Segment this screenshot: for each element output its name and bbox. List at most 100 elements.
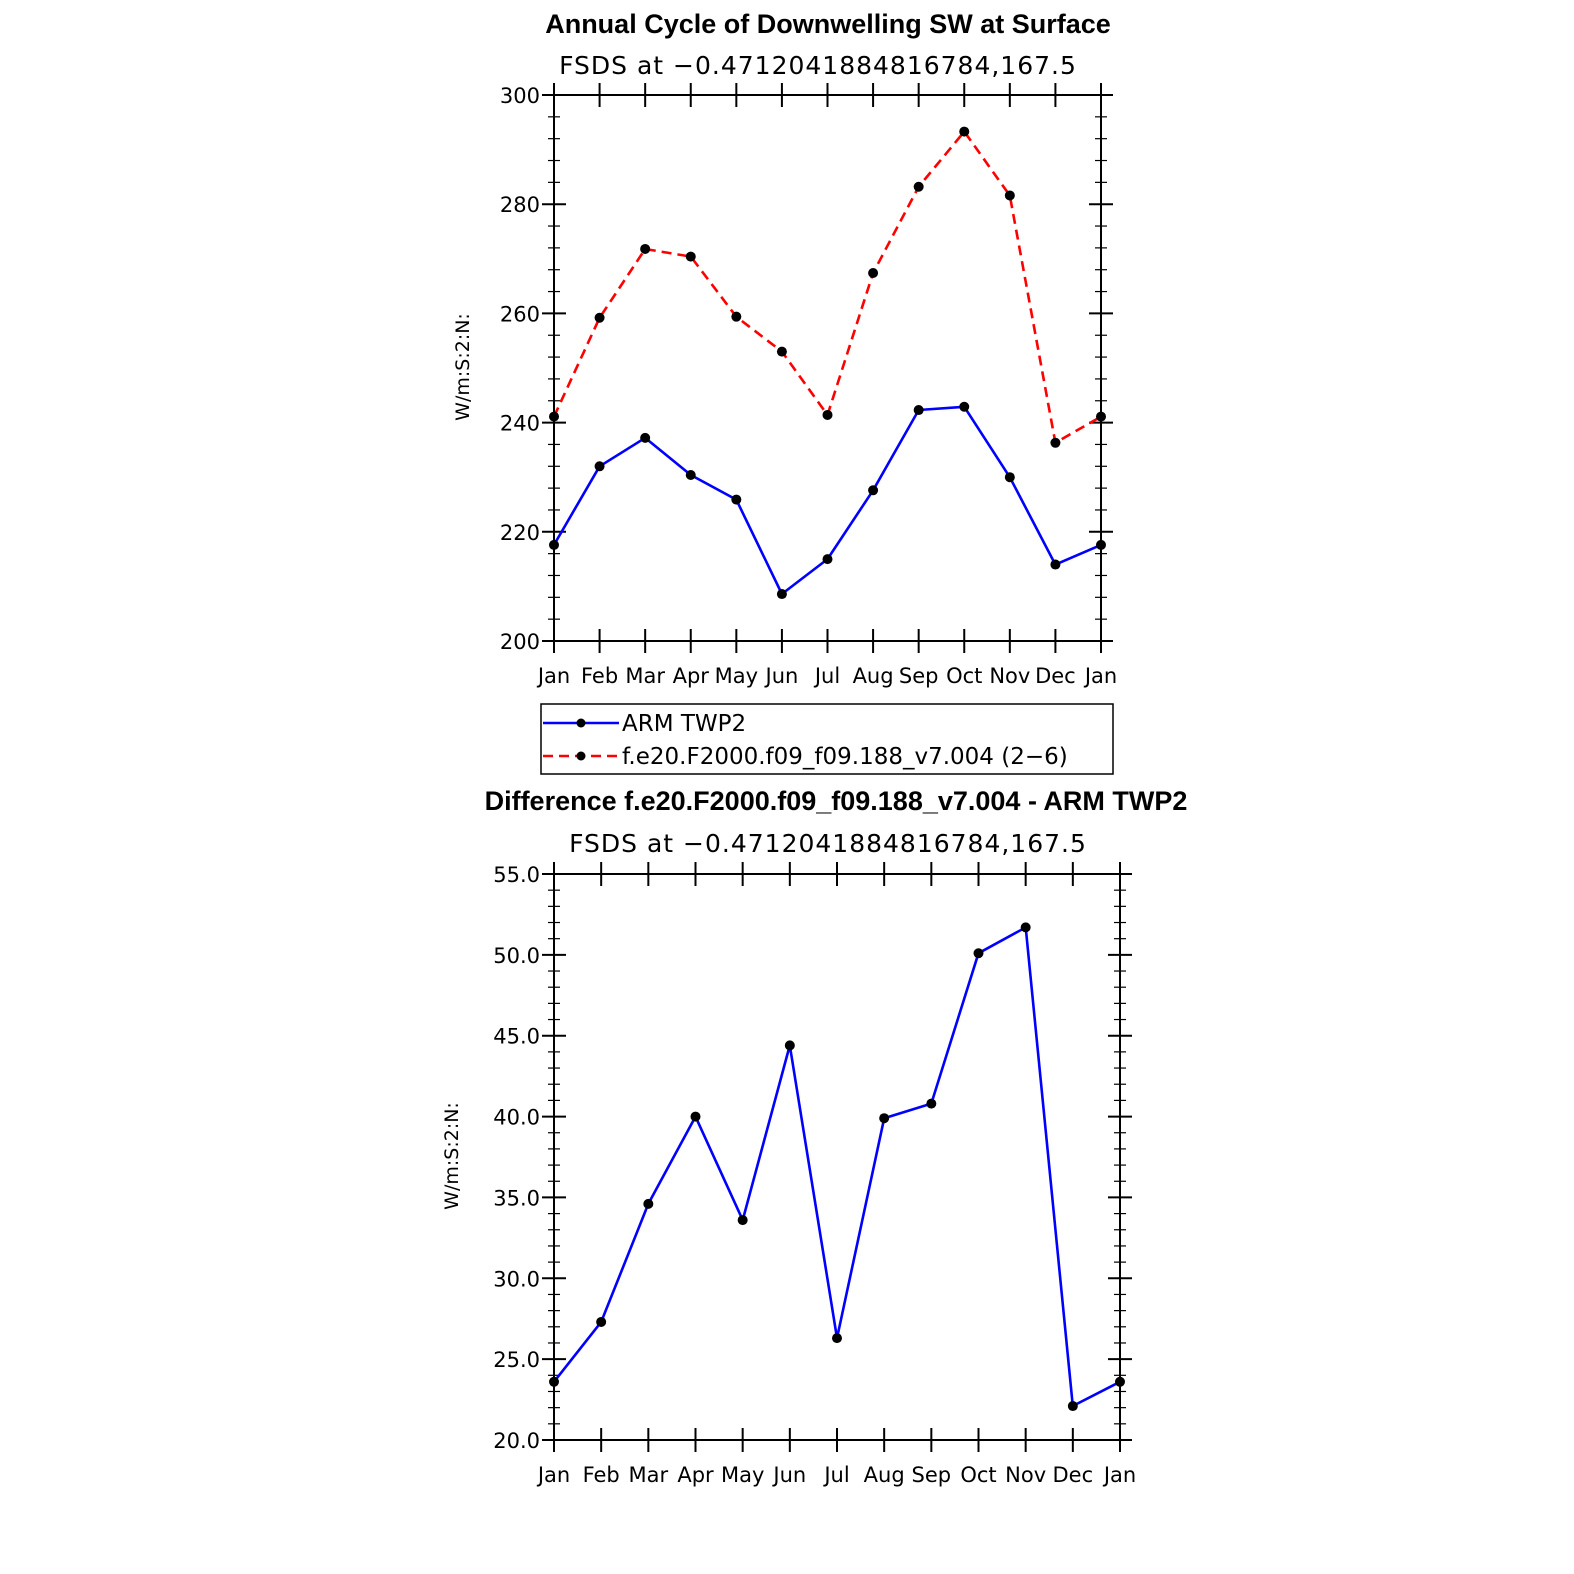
chart2-frame xyxy=(553,873,1121,1441)
y-tick-label: 25.0 xyxy=(493,1348,540,1372)
chart1-series-line-0 xyxy=(552,405,1102,596)
chart1-point xyxy=(685,251,696,262)
x-tick-label: Mar xyxy=(629,1463,669,1487)
chart1-point xyxy=(1004,190,1015,201)
y-tick-label: 55.0 xyxy=(493,863,540,887)
x-tick-label: Jan xyxy=(1102,1463,1136,1487)
chart1-subtitle: FSDS at −0.4712041884816784,167.5 xyxy=(559,51,1077,80)
x-tick-label: Jun xyxy=(771,1463,806,1487)
y-tick-label: 300 xyxy=(500,84,540,108)
annual-cycle-chart: Annual Cycle of Downwelling SW at Surfac… xyxy=(452,9,1117,688)
x-tick-label: Oct xyxy=(946,664,982,688)
chart1-point xyxy=(959,126,970,137)
chart1-point xyxy=(1096,411,1106,422)
y-tick-label: 50.0 xyxy=(493,944,540,968)
chart2-series xyxy=(549,922,1125,1412)
chart1-point xyxy=(868,485,879,496)
chart2-point xyxy=(737,1215,748,1226)
chart1-point xyxy=(913,405,924,416)
chart2-subtitle: FSDS at −0.4712041884816784,167.5 xyxy=(569,829,1087,858)
chart1-point xyxy=(1050,437,1061,448)
chart1-point xyxy=(549,539,559,550)
legend-box xyxy=(540,703,1114,775)
chart2-point xyxy=(879,1113,890,1124)
chart1-point xyxy=(822,554,833,565)
x-tick-label: Aug xyxy=(864,1463,905,1487)
chart1-point xyxy=(640,243,651,254)
chart1-axes: 200 220 240 260 280 300 Jan Feb Mar Apr May Jun Jul A… xyxy=(500,83,1117,688)
chart1-point xyxy=(594,461,605,472)
x-tick-label: May xyxy=(715,664,758,688)
y-tick-label: 30.0 xyxy=(493,1267,540,1291)
x-tick-label: Dec xyxy=(1053,1463,1094,1487)
x-tick-label: Feb xyxy=(583,1463,620,1487)
legend: ARM TWP2 f.e20.F2000.f09_f09.188_v7.004 … xyxy=(540,703,1114,775)
chart1-point xyxy=(959,401,970,412)
chart1-point xyxy=(549,411,559,422)
chart1-point xyxy=(776,346,787,357)
x-tick-label: May xyxy=(721,1463,764,1487)
chart2-point xyxy=(643,1198,654,1209)
x-tick-label: Jan xyxy=(536,1463,570,1487)
chart2-ylabel: W/m:S:2:N: xyxy=(441,1102,463,1210)
chart1-point xyxy=(640,432,651,443)
legend-label-arm: ARM TWP2 xyxy=(622,711,746,737)
x-tick-label: Dec xyxy=(1035,664,1076,688)
chart2-point xyxy=(1020,922,1031,933)
x-tick-label: Sep xyxy=(899,664,939,688)
chart1-point xyxy=(685,470,696,481)
chart2-point xyxy=(973,948,984,959)
x-tick-label: Oct xyxy=(960,1463,996,1487)
y-tick-label: 40.0 xyxy=(493,1106,540,1130)
x-tick-label: Apr xyxy=(677,1463,714,1487)
y-tick-label: 45.0 xyxy=(493,1025,540,1049)
x-tick-label: Nov xyxy=(989,664,1030,688)
chart2-point xyxy=(926,1098,937,1109)
chart2-point xyxy=(690,1111,701,1122)
y-tick-label: 240 xyxy=(500,412,540,436)
chart2-point xyxy=(549,1376,559,1387)
difference-chart: Difference f.e20.F2000.f09_f09.188_v7.00… xyxy=(441,786,1187,1487)
x-tick-label: Jan xyxy=(536,664,570,688)
x-tick-label: Nov xyxy=(1005,1463,1046,1487)
x-tick-label: Jul xyxy=(822,1463,849,1487)
chart2-title: Difference f.e20.F2000.f09_f09.188_v7.00… xyxy=(485,786,1188,816)
chart1-title: Annual Cycle of Downwelling SW at Surfac… xyxy=(545,9,1111,39)
legend-marker-arm xyxy=(576,718,586,728)
chart1-series xyxy=(549,126,1106,600)
chart2-point xyxy=(784,1040,795,1051)
chart1-point xyxy=(1004,472,1015,483)
legend-label-model: f.e20.F2000.f09_f09.188_v7.004 (2−6) xyxy=(622,744,1068,770)
chart1-point xyxy=(913,181,924,192)
chart2-point xyxy=(596,1316,607,1327)
chart2-axes: 20.0 25.0 30.0 35.0 40.0 45.0 50.0 55.0 Jan Feb Ma… xyxy=(493,862,1136,1487)
x-tick-label: Sep xyxy=(912,1463,952,1487)
chart1-point xyxy=(731,311,742,322)
chart2-point xyxy=(1067,1401,1078,1412)
chart1-point xyxy=(868,267,879,278)
x-tick-label: Aug xyxy=(853,664,894,688)
x-tick-label: Jul xyxy=(813,664,840,688)
y-tick-label: 200 xyxy=(500,630,540,654)
chart1-point xyxy=(1096,539,1106,550)
chart1-point xyxy=(1050,559,1061,570)
chart1-ylabel: W/m:S:2:N: xyxy=(452,313,474,421)
y-tick-label: 220 xyxy=(500,521,540,545)
x-tick-label: Mar xyxy=(625,664,665,688)
chart1-series-line-1 xyxy=(552,130,1102,445)
x-tick-label: Jan xyxy=(1083,664,1117,688)
legend-marker-model xyxy=(576,751,586,761)
chart1-point xyxy=(594,312,605,323)
y-tick-label: 280 xyxy=(500,193,540,217)
x-tick-label: Feb xyxy=(581,664,618,688)
y-tick-label: 260 xyxy=(500,302,540,326)
chart2-point xyxy=(1115,1376,1125,1387)
chart1-point xyxy=(776,589,787,600)
x-tick-label: Jun xyxy=(764,664,799,688)
chart1-point xyxy=(822,409,833,420)
y-tick-label: 35.0 xyxy=(493,1186,540,1210)
chart1-point xyxy=(731,494,742,505)
y-tick-label: 20.0 xyxy=(493,1429,540,1453)
x-tick-label: Apr xyxy=(673,664,710,688)
